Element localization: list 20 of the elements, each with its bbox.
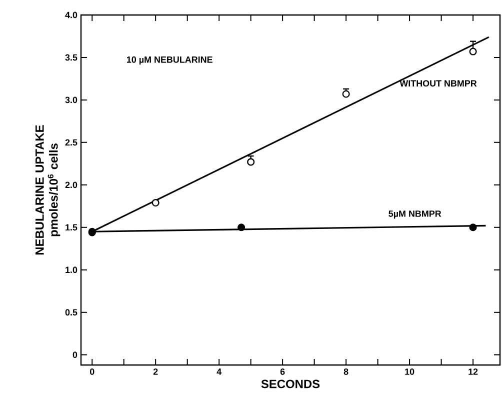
y-tick-label: 0 xyxy=(72,352,78,358)
x-tick-label: 4 xyxy=(216,368,222,375)
annotation: 10 µM NEBULARINE xyxy=(126,56,212,65)
y-tick-label: 2.0 xyxy=(65,182,78,188)
y-tick-label: 3.5 xyxy=(65,54,78,61)
x-axis-title: SECONDS xyxy=(261,380,320,388)
x-tick-label: 12 xyxy=(468,368,478,375)
series-label: WITHOUT NBMPR xyxy=(400,80,477,87)
x-tick-label: 6 xyxy=(280,368,285,375)
y-tick-label: 0.5 xyxy=(65,309,78,316)
y-tick-label: 4.0 xyxy=(65,12,78,18)
series-label: 5µM NBMPR xyxy=(388,210,442,219)
y-tick-label: 1.0 xyxy=(66,266,78,274)
y-tick-label: 3.0 xyxy=(65,96,78,104)
x-tick-label: 8 xyxy=(344,368,348,375)
x-tick-label: 0 xyxy=(90,368,94,375)
x-tick-label: 10 xyxy=(405,368,414,375)
x-tick-label: 2 xyxy=(153,368,158,375)
y-tick-label: 2.5 xyxy=(65,139,78,146)
y-tick-label: 1.5 xyxy=(66,224,78,231)
